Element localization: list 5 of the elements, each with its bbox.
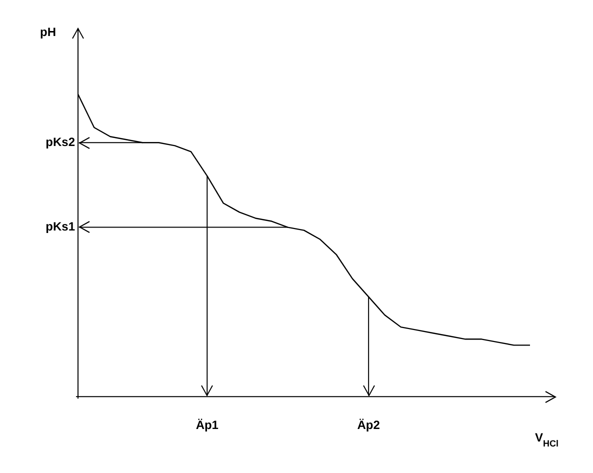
ref-line-label: pKs1 (46, 220, 76, 234)
x-tick-label: Äp2 (357, 418, 380, 432)
y-axis-title: pH (40, 25, 56, 39)
ref-line-label: pKs2 (46, 134, 76, 149)
x-tick-label: Äp1 (196, 418, 219, 432)
